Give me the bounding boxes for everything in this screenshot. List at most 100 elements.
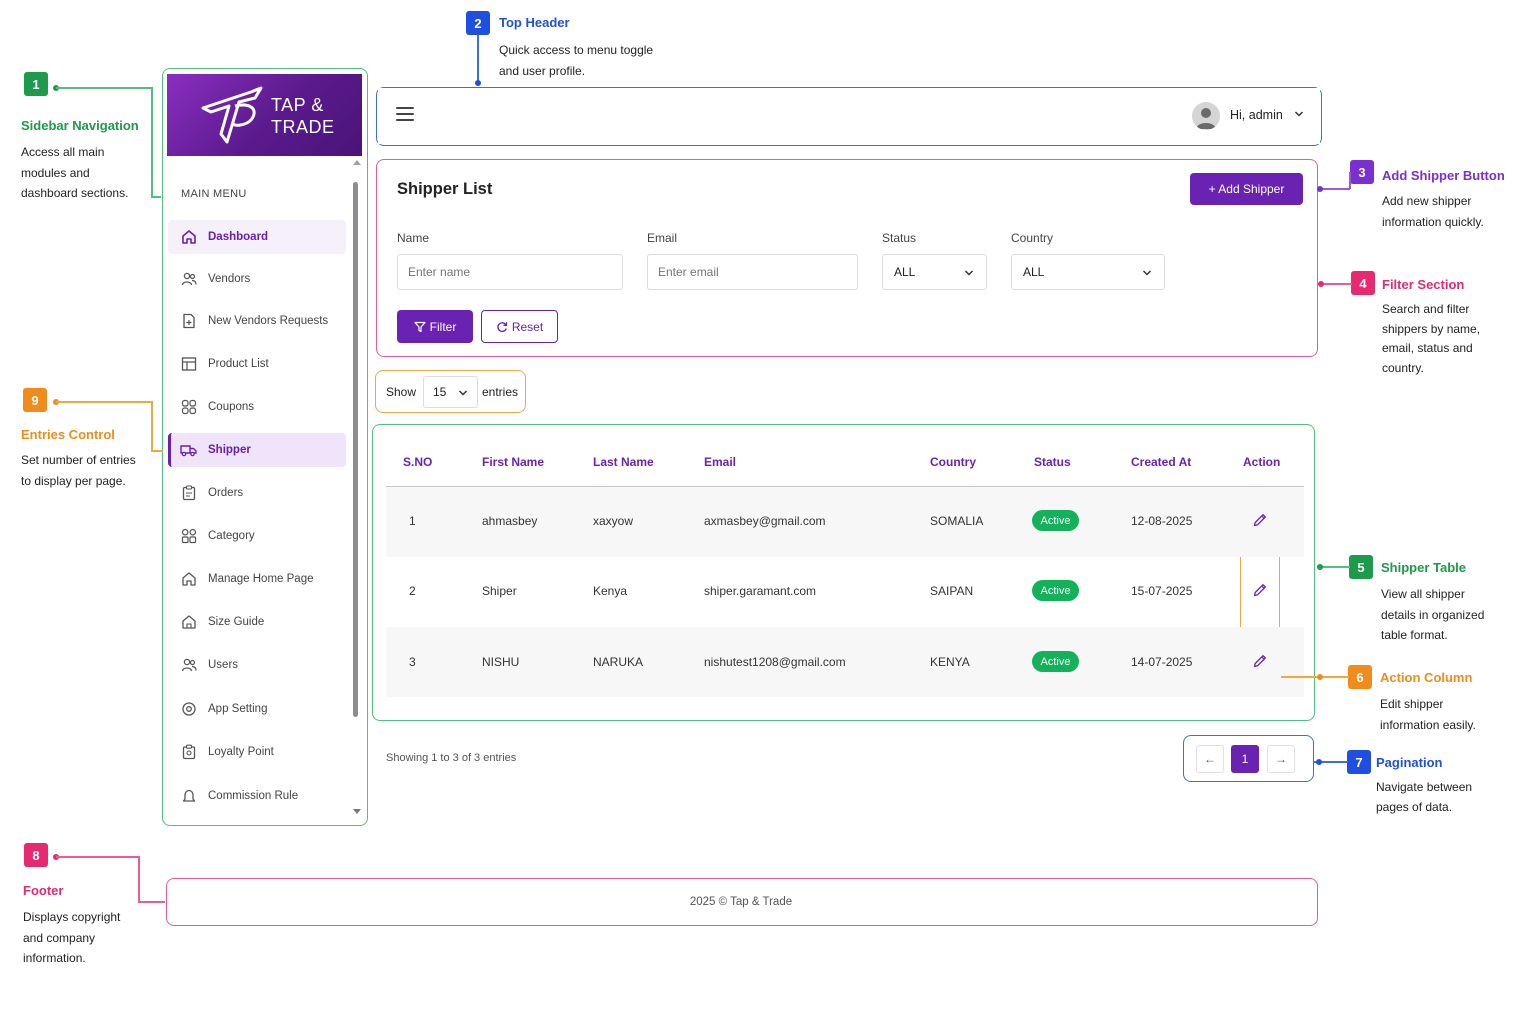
callout-desc-line: Navigate between	[1376, 780, 1473, 794]
callout-desc-line: and user profile.	[499, 63, 586, 78]
country-select[interactable]: ALL	[1011, 254, 1165, 290]
sidebar-item-loyalty-point[interactable]: Loyalty Point	[168, 735, 346, 769]
reset-button-label: Reset	[511, 319, 544, 334]
column-header-created-at[interactable]: Created At	[1131, 455, 1192, 469]
menu-toggle-icon[interactable]	[396, 107, 414, 123]
chevron-down-icon	[964, 270, 974, 276]
reset-button[interactable]: Reset	[481, 310, 558, 343]
sidebar-item-label: Size Guide	[208, 616, 265, 628]
callout-line	[151, 87, 153, 197]
add-shipper-button[interactable]: + Add Shipper	[1190, 173, 1303, 205]
sidebar-item-coupons[interactable]: Coupons	[168, 390, 346, 424]
callout-desc-line: Edit shipper	[1380, 697, 1444, 711]
table-icon	[180, 356, 197, 373]
scroll-down-icon[interactable]	[352, 808, 362, 816]
callout-line	[1320, 188, 1350, 190]
sidebar-item-label: Product List	[208, 358, 269, 370]
cell-last-name: NARUKA	[593, 655, 644, 669]
callout-dot	[1317, 674, 1323, 680]
sidebar-item-dashboard[interactable]: Dashboard	[168, 220, 346, 254]
cell-created-at: 15-07-2025	[1131, 584, 1193, 598]
sidebar-item-app-setting[interactable]: App Setting	[168, 692, 346, 726]
status-badge: Active	[1032, 580, 1079, 601]
sidebar-item-shipper[interactable]: Shipper	[168, 433, 346, 467]
callout-badge-5: 5	[1349, 555, 1373, 579]
top-header: Hi, admin	[378, 88, 1320, 144]
callout-line	[56, 856, 139, 858]
sidebar-item-vendors[interactable]: Vendors	[168, 262, 346, 296]
callout-desc-9: Set number of entries to display per pag…	[21, 450, 136, 491]
callout-desc-line: shippers by name,	[1382, 321, 1481, 336]
badge-icon	[180, 744, 197, 761]
callout-line	[151, 450, 163, 452]
column-header-email[interactable]: Email	[704, 455, 737, 469]
cell-created-at: 12-08-2025	[1131, 514, 1193, 528]
callout-title-5: Shipper Table	[1381, 560, 1466, 575]
status-badge: Active	[1032, 651, 1079, 672]
sidebar-item-label: Commission Rule	[208, 790, 299, 802]
sidebar-item-label: Users	[208, 659, 239, 671]
cell-created-at: 14-07-2025	[1131, 655, 1193, 669]
email-input[interactable]	[647, 254, 858, 290]
callout-desc-line: and company	[23, 930, 96, 945]
gear-icon	[180, 701, 197, 718]
column-header-last-name[interactable]: Last Name	[593, 455, 654, 469]
table-row: 1 ahmasbey xaxyow axmasbey@gmail.com SOM…	[386, 487, 1304, 557]
callout-title-4: Filter Section	[1382, 277, 1465, 292]
sidebar-item-orders[interactable]: Orders	[168, 476, 346, 510]
pagination-page-1[interactable]: 1	[1231, 745, 1259, 773]
filter-button[interactable]: Filter	[397, 310, 473, 343]
column-header-sno[interactable]: S.NO	[403, 455, 433, 469]
avatar[interactable]	[1192, 102, 1220, 130]
users-icon	[180, 657, 197, 674]
edit-icon[interactable]	[1252, 653, 1268, 669]
logo[interactable]: TAP & TRADE	[167, 74, 362, 156]
sidebar-item-label: Category	[208, 530, 255, 542]
cell-email: nishutest1208@gmail.com	[704, 655, 846, 669]
sidebar-item-new-vendors-requests[interactable]: New Vendors Requests	[168, 304, 346, 338]
sidebar-item-label: App Setting	[208, 703, 268, 715]
sidebar-item-product-list[interactable]: Product List	[168, 347, 346, 381]
bell-icon	[180, 788, 197, 805]
callout-title-9: Entries Control	[21, 427, 115, 442]
status-select[interactable]: ALL	[882, 254, 987, 290]
callout-desc-line: table format.	[1381, 628, 1448, 642]
callout-line	[1322, 283, 1352, 285]
column-header-country[interactable]: Country	[930, 455, 976, 469]
callout-desc-line: details in organized	[1381, 607, 1485, 622]
pagination-prev-button[interactable]: ←	[1196, 745, 1224, 773]
edit-icon[interactable]	[1252, 512, 1268, 528]
cell-country: KENYA	[930, 655, 970, 669]
column-header-first-name[interactable]: First Name	[482, 455, 545, 469]
sidebar-item-category[interactable]: Category	[168, 519, 346, 553]
cell-last-name: Kenya	[593, 584, 628, 598]
edit-icon[interactable]	[1252, 582, 1268, 598]
callout-dot	[1318, 281, 1324, 287]
status-select-value: ALL	[894, 265, 916, 279]
entries-select[interactable]: 15	[423, 376, 478, 408]
callout-badge-4: 4	[1351, 271, 1375, 295]
home-icon	[180, 229, 197, 246]
pagination-next-button[interactable]: →	[1267, 745, 1295, 773]
user-greeting[interactable]: Hi, admin	[1230, 108, 1283, 122]
callout-line	[1281, 676, 1349, 678]
cell-first-name: Shiper	[482, 584, 517, 598]
sidebar-item-manage-home-page[interactable]: Manage Home Page	[168, 562, 346, 596]
menu-title: MAIN MENU	[181, 188, 247, 200]
name-input[interactable]	[397, 254, 623, 290]
sidebar-scrollbar[interactable]	[352, 158, 362, 818]
column-header-status[interactable]: Status	[1034, 455, 1071, 469]
cell-sno: 1	[409, 514, 416, 528]
chevron-down-icon[interactable]	[1294, 109, 1304, 119]
callout-desc-line: modules and	[21, 165, 90, 180]
sidebar-item-label: Vendors	[208, 273, 251, 285]
sidebar-item-commission-rule[interactable]: Commission Rule	[168, 779, 346, 813]
cell-last-name: xaxyow	[593, 514, 634, 528]
entries-show-label: Show	[386, 385, 417, 399]
cell-first-name: NISHU	[482, 655, 520, 669]
table-header-divider	[386, 486, 1304, 488]
sidebar-scroll-thumb[interactable]	[353, 182, 358, 717]
scroll-up-icon[interactable]	[352, 158, 362, 166]
sidebar-item-users[interactable]: Users	[168, 648, 346, 682]
sidebar-item-size-guide[interactable]: Size Guide	[168, 605, 346, 639]
